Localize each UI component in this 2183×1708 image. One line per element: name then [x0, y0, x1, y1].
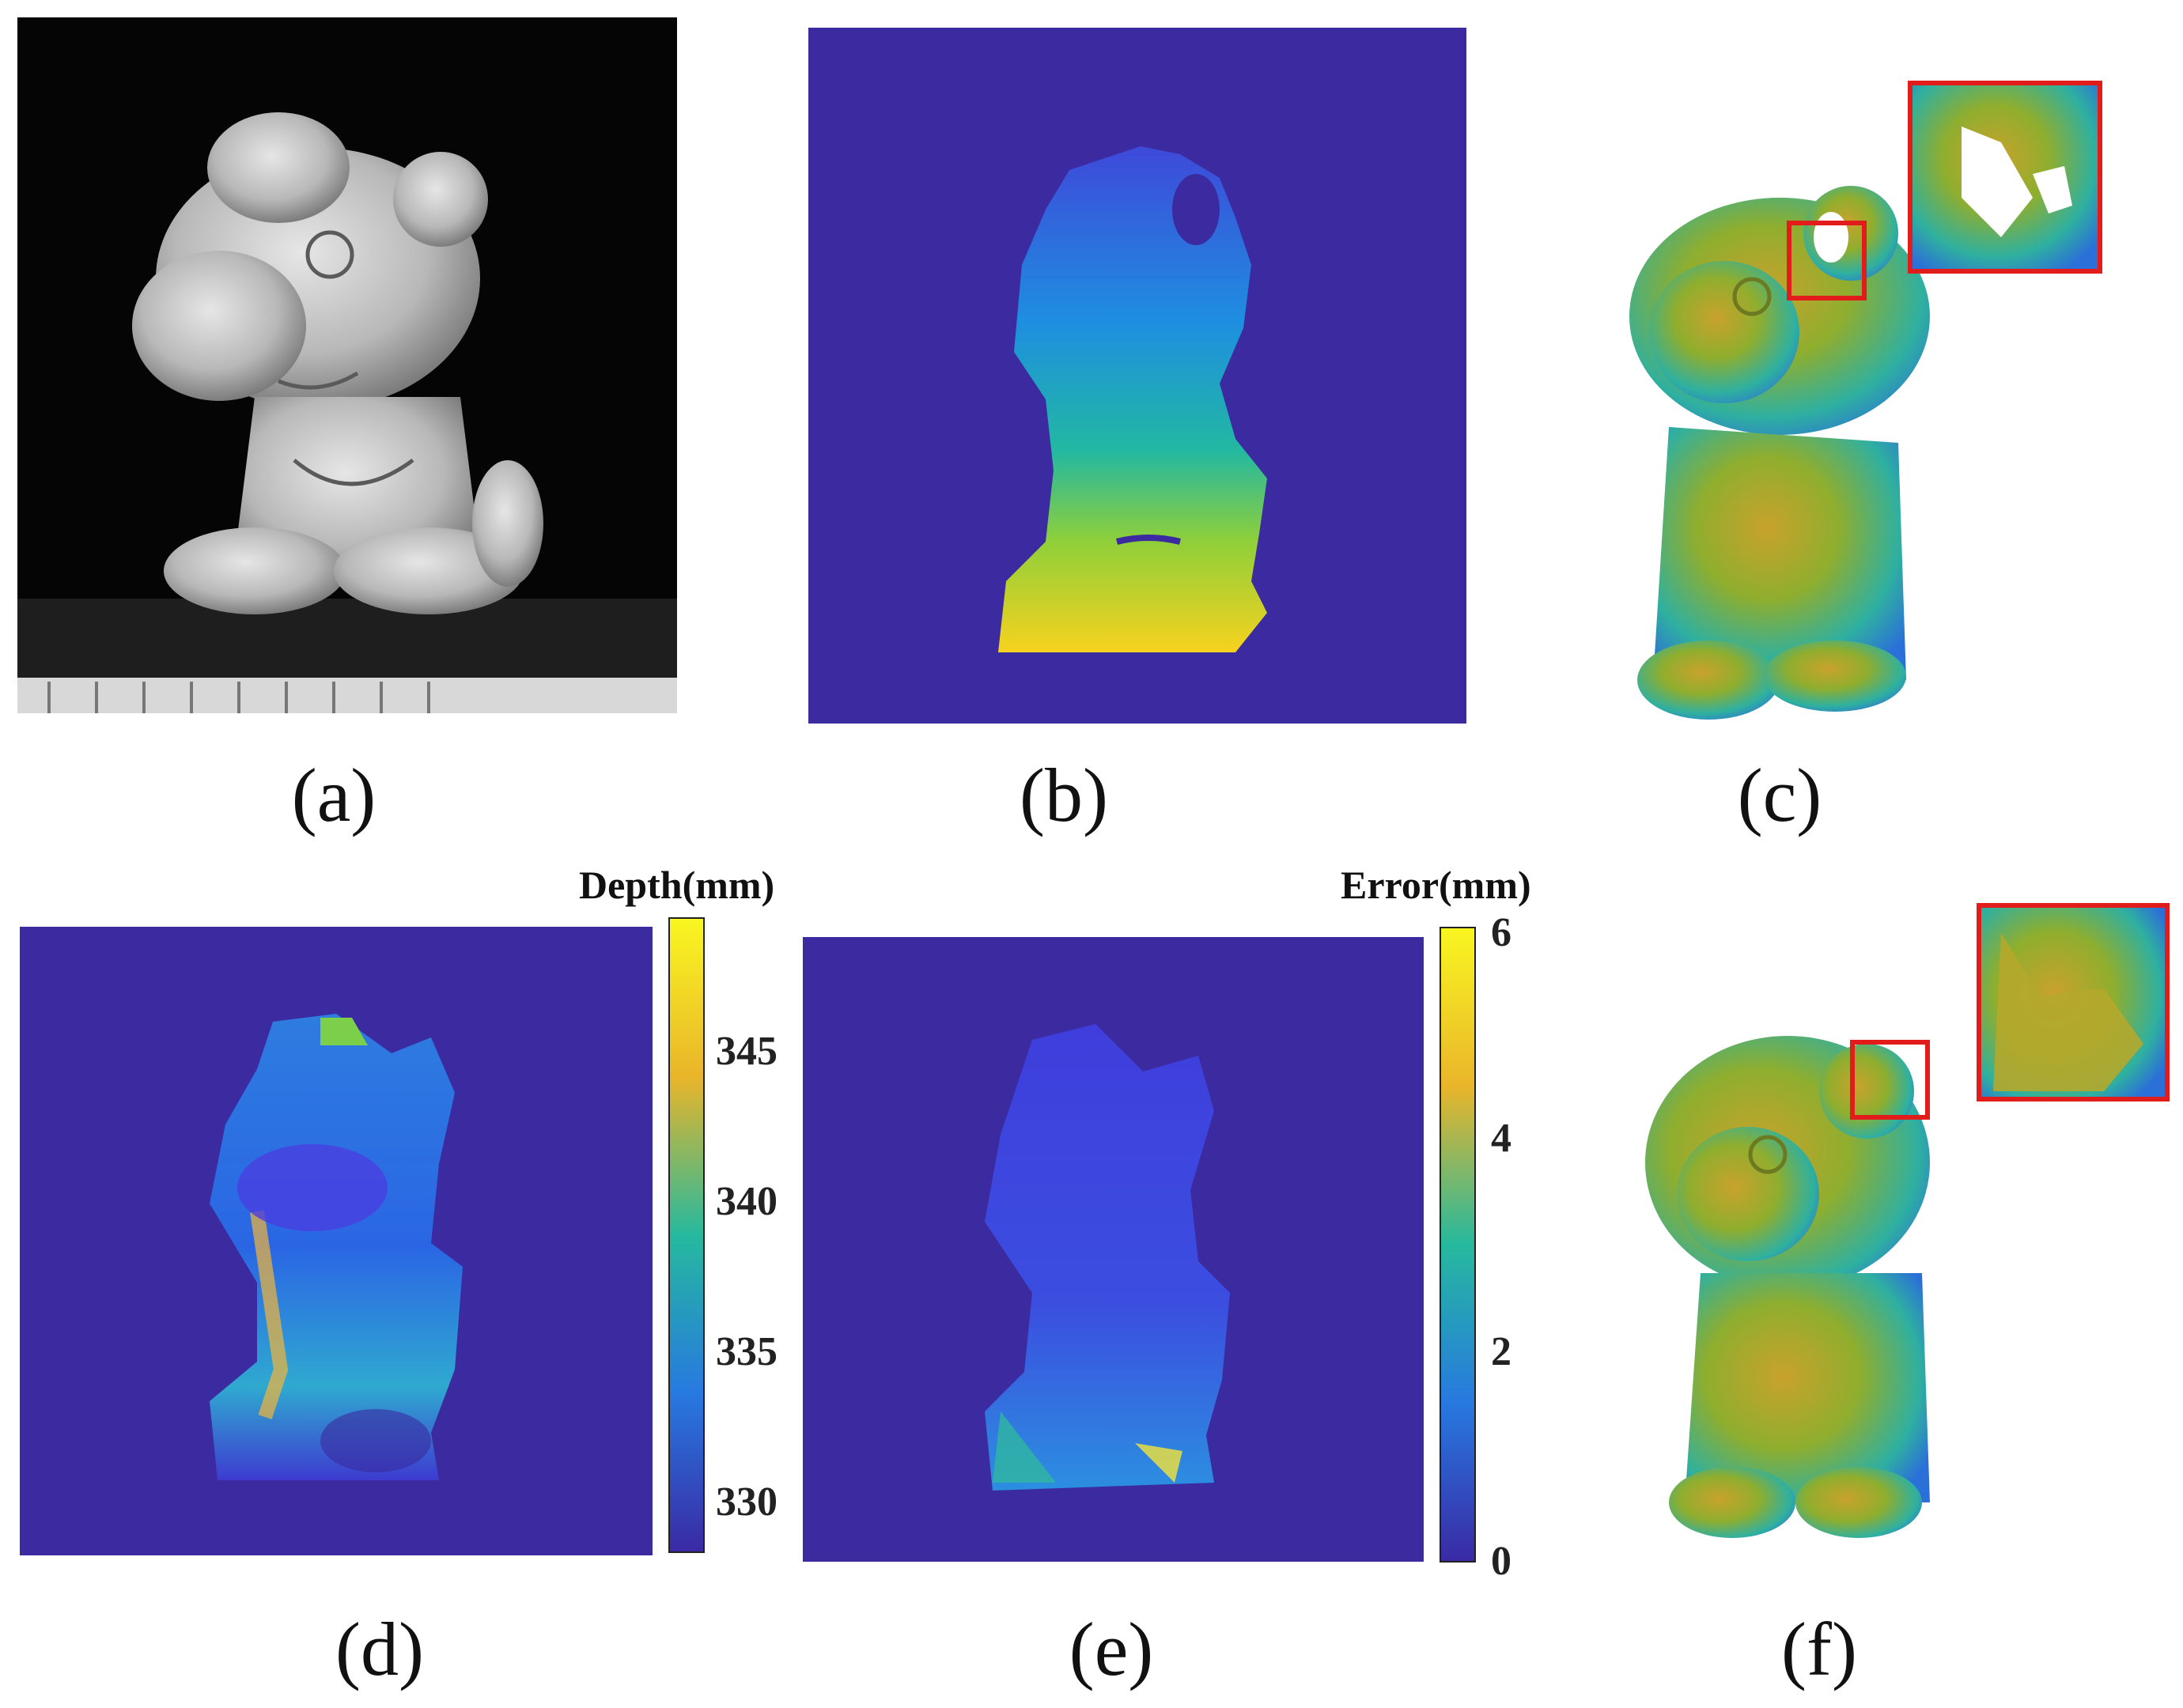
reconstruction-panel-f — [1629, 901, 2183, 1550]
depth-colorbar — [668, 917, 705, 1553]
error-tick-4: 4 — [1491, 1116, 1511, 1161]
error-tick-6: 6 — [1491, 910, 1511, 955]
reconstruction-panel-c — [1590, 79, 2183, 735]
depth-tick-330: 330 — [716, 1479, 777, 1525]
panel-label-f: (f) — [1781, 1607, 1857, 1691]
depth-map-panel-d — [20, 927, 653, 1555]
photo-panel-a — [17, 17, 677, 713]
depth-tick-335: 335 — [716, 1329, 777, 1374]
depth-tick-345: 345 — [716, 1029, 777, 1074]
depth-colorbar-title: Depth(mm) — [579, 863, 775, 907]
panel-label-a: (a) — [291, 753, 376, 837]
panel-label-e: (e) — [1069, 1607, 1154, 1691]
error-tick-0: 0 — [1491, 1539, 1511, 1584]
zoom-region-box — [1787, 221, 1867, 300]
panel-label-b: (b) — [1020, 753, 1108, 837]
error-colorbar — [1440, 927, 1476, 1563]
error-colorbar-title: Error(mm) — [1341, 863, 1531, 907]
zoom-inset — [1908, 81, 2102, 274]
depth-tick-340: 340 — [716, 1179, 777, 1224]
panel-label-d: (d) — [335, 1607, 424, 1691]
zoom-inset — [1977, 903, 2170, 1102]
depth-map-panel-b — [808, 28, 1466, 724]
zoom-region-box — [1850, 1040, 1930, 1120]
error-tick-2: 2 — [1491, 1329, 1511, 1374]
panel-label-c: (c) — [1737, 753, 1822, 837]
error-map-panel-e — [803, 937, 1424, 1562]
